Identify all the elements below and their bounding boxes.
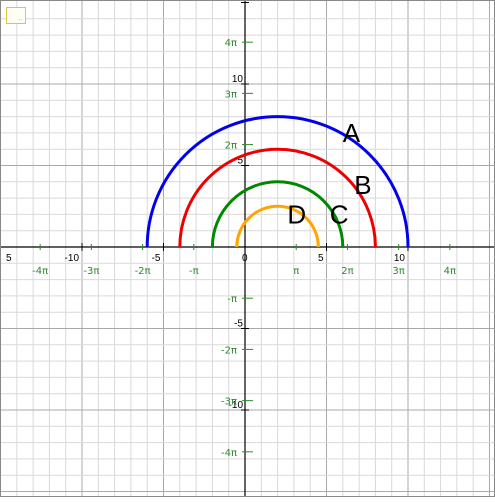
- y-pi-tick-label: 2π: [225, 141, 237, 152]
- x-pi-tick-label: -4π: [32, 266, 48, 277]
- series-d-curve: [235, 204, 320, 248]
- x-tick-label: 5: [6, 253, 12, 264]
- series-c-curve: [210, 180, 345, 248]
- x-pi-tick-label: π: [293, 266, 299, 277]
- zoom-box-icon[interactable]: ..: [6, 7, 26, 24]
- y-pi-tick-label: 3π: [225, 89, 237, 100]
- y-pi-tick-label: 4π: [225, 38, 237, 49]
- x-tick-label: 5: [318, 253, 324, 264]
- series-a-curve: [145, 115, 410, 248]
- curve-label-d: D: [287, 199, 306, 229]
- x-pi-tick-label: -2π: [135, 266, 151, 277]
- y-pi-tick-label: -π: [227, 294, 237, 305]
- x-tick-label: 10: [394, 253, 406, 264]
- curve-label-b: B: [354, 170, 371, 200]
- x-pi-tick-label: -π: [189, 266, 199, 277]
- x-pi-tick-label: 3π: [392, 266, 404, 277]
- y-tick-label: -5: [234, 319, 243, 330]
- y-tick-label: 5: [237, 156, 243, 167]
- x-pi-tick-label: 2π: [341, 266, 353, 277]
- curve-label-a: A: [343, 118, 361, 148]
- x-tick-label: -5: [152, 253, 161, 264]
- y-tick-label: 15: [232, 0, 244, 4]
- x-pi-tick-label: 4π: [444, 266, 456, 277]
- x-tick-label: 0: [242, 253, 248, 264]
- curve-label-c: C: [330, 199, 349, 229]
- y-tick-label: -10: [229, 400, 244, 411]
- series-b-curve: [178, 147, 377, 248]
- y-pi-tick-label: -3π: [221, 397, 237, 408]
- y-tick-label: 10: [232, 74, 244, 85]
- y-pi-tick-label: -2π: [221, 345, 237, 356]
- x-pi-tick-label: -3π: [83, 266, 99, 277]
- y-pi-tick-label: -4π: [221, 448, 237, 459]
- x-tick-label: -10: [65, 253, 80, 264]
